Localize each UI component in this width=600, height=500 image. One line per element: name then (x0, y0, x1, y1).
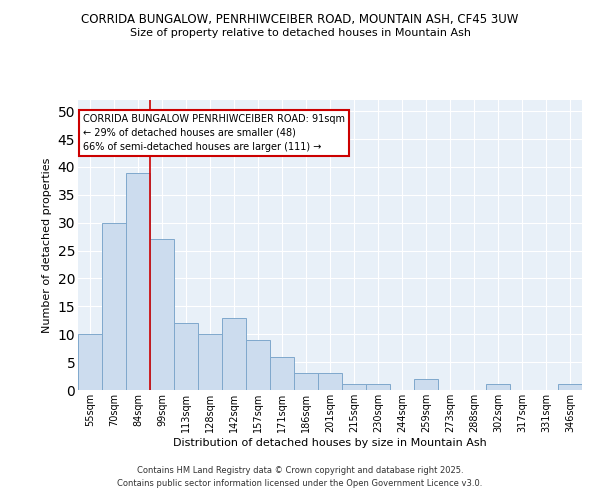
Text: Contains HM Land Registry data © Crown copyright and database right 2025.
Contai: Contains HM Land Registry data © Crown c… (118, 466, 482, 487)
Bar (174, 323, 198, 390)
Text: CORRIDA BUNGALOW PENRHIWCEIBER ROAD: 91sqm
← 29% of detached houses are smaller : CORRIDA BUNGALOW PENRHIWCEIBER ROAD: 91s… (83, 114, 345, 152)
Bar (150, 240, 174, 390)
Bar (126, 172, 150, 390)
Bar (78, 334, 102, 390)
Text: Size of property relative to detached houses in Mountain Ash: Size of property relative to detached ho… (130, 28, 470, 38)
Y-axis label: Number of detached properties: Number of detached properties (42, 158, 52, 332)
Bar (414, 379, 438, 390)
Bar (294, 374, 318, 390)
X-axis label: Distribution of detached houses by size in Mountain Ash: Distribution of detached houses by size … (173, 438, 487, 448)
Bar (246, 340, 270, 390)
Bar (270, 356, 294, 390)
Bar (558, 384, 582, 390)
Bar (342, 384, 366, 390)
Bar (102, 222, 126, 390)
Bar (198, 334, 222, 390)
Bar (486, 384, 510, 390)
Bar (222, 318, 246, 390)
Text: CORRIDA BUNGALOW, PENRHIWCEIBER ROAD, MOUNTAIN ASH, CF45 3UW: CORRIDA BUNGALOW, PENRHIWCEIBER ROAD, MO… (82, 12, 518, 26)
Bar (318, 374, 342, 390)
Bar (366, 384, 390, 390)
